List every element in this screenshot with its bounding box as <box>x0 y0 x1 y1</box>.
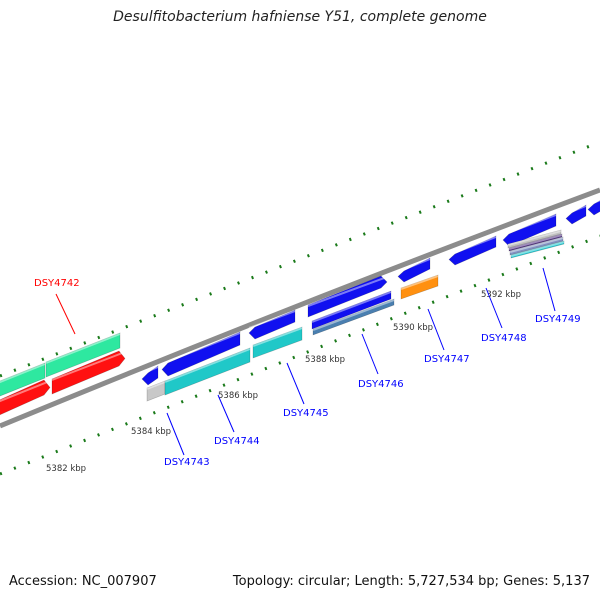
gene-red-b[interactable] <box>51 350 126 395</box>
gene-dsy4746-c[interactable] <box>312 298 395 336</box>
scale-label: 5386 kbp <box>218 391 258 401</box>
gene-stripe-1-highlight <box>507 230 562 246</box>
gene-grey-highlight <box>146 381 166 390</box>
gene-small-a-highlight <box>565 205 587 215</box>
gene-dsy4746-b-highlight <box>311 291 392 323</box>
gene-stripe-3-highlight <box>509 237 564 253</box>
callout-line <box>427 308 445 351</box>
gene-stripe-1[interactable] <box>507 229 562 249</box>
gene-label-dsy4748[interactable]: DSY4748 <box>481 333 527 344</box>
gene-dsy4743-highlight <box>141 366 159 375</box>
gene-dsy4747-a[interactable] <box>397 257 431 283</box>
gene-dsy4742-b-highlight <box>45 333 121 364</box>
gene-dsy4748[interactable] <box>448 235 497 266</box>
gene-dsy4744[interactable] <box>161 331 241 377</box>
gene-label-dsy4747[interactable]: DSY4747 <box>424 354 470 365</box>
gene-label-dsy4744[interactable]: DSY4744 <box>214 436 260 447</box>
gene-dsy4749-a-highlight <box>502 214 557 236</box>
callout-line <box>361 333 379 375</box>
gene-cyan-4745[interactable] <box>252 326 303 359</box>
gene-stripe-2-highlight <box>508 234 563 250</box>
gene-dsy4746-a[interactable] <box>307 275 388 318</box>
gene-dsy4748-highlight <box>448 236 497 256</box>
gene-label-dsy4743[interactable]: DSY4743 <box>164 457 210 468</box>
callout-line <box>485 287 503 329</box>
upper-tick-track <box>0 144 591 378</box>
gene-small-b-highlight <box>587 199 600 206</box>
gene-dsy4742-b[interactable] <box>45 332 121 378</box>
gene-stripe-4[interactable] <box>510 240 565 259</box>
gene-dsy4744-highlight <box>161 332 241 365</box>
gene-dsy4743[interactable] <box>141 365 159 386</box>
scale-label: 5390 kbp <box>393 323 433 333</box>
gene-small-a[interactable] <box>565 204 587 225</box>
gene-label-dsy4749[interactable]: DSY4749 <box>535 314 581 325</box>
gene-dsy4747-a-highlight <box>397 258 431 273</box>
genome-backbone <box>0 187 600 429</box>
gene-cyan-4744-highlight <box>164 348 251 383</box>
gene-red-a[interactable] <box>0 379 51 417</box>
gene-dsy4747-highlight <box>400 275 439 290</box>
scale-label: 5382 kbp <box>46 464 86 474</box>
scale-label: 5388 kbp <box>305 355 345 365</box>
gene-dsy4746-b[interactable] <box>311 290 392 330</box>
gene-label-dsy4746[interactable]: DSY4746 <box>358 379 404 390</box>
gene-small-b[interactable] <box>587 197 600 216</box>
gene-dsy4746-a-highlight <box>307 276 388 307</box>
gene-stripe-2[interactable] <box>508 233 563 252</box>
scale-label: 5392 kbp <box>481 290 521 300</box>
gene-stripe-3[interactable] <box>509 236 564 256</box>
gene-label-dsy4745[interactable]: DSY4745 <box>283 408 329 419</box>
gene-dsy4742-a[interactable] <box>0 362 46 398</box>
accession-text: Accession: NC_007907 <box>9 574 157 589</box>
callout-line <box>217 394 235 433</box>
gene-dsy4745[interactable] <box>248 309 296 340</box>
gene-stripe-4-highlight <box>510 241 565 257</box>
gene-dsy4746-c-highlight <box>312 299 395 331</box>
gene-dsy4742-a-highlight <box>0 363 46 384</box>
gene-cyan-4745-highlight <box>252 327 303 347</box>
gene-dsy4747[interactable] <box>400 274 439 300</box>
callout-line <box>166 412 185 456</box>
callout-line <box>542 267 556 312</box>
callout-line <box>55 293 76 335</box>
genome-summary-text: Topology: circular; Length: 5,727,534 bp… <box>232 574 590 589</box>
gene-red-b-highlight <box>51 351 126 381</box>
gene-cyan-4744[interactable] <box>164 347 251 396</box>
gene-label-dsy4742[interactable]: DSY4742 <box>34 278 80 289</box>
gene-dsy4749-a[interactable] <box>502 213 557 247</box>
scale-label: 5384 kbp <box>131 427 171 437</box>
map-title: Desulfitobacterium hafniense Y51, comple… <box>113 9 487 25</box>
gene-red-a-highlight <box>0 380 51 403</box>
gene-dsy4745-highlight <box>248 310 296 329</box>
callout-line <box>286 362 305 405</box>
